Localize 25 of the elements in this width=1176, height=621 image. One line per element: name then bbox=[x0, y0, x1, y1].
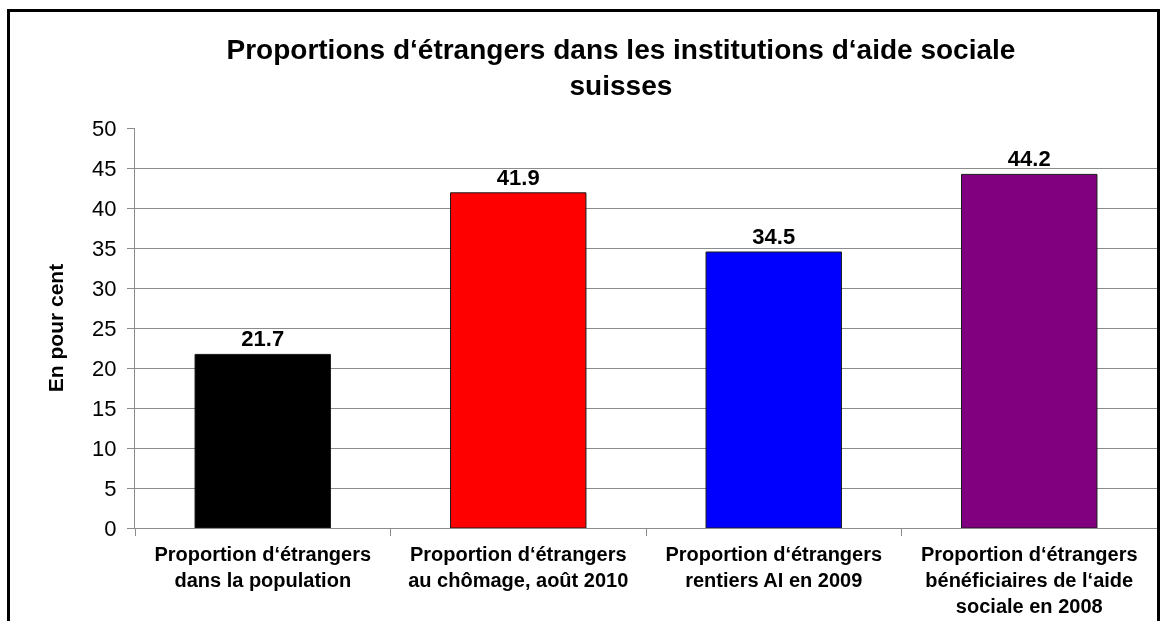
y-tick-label: 15 bbox=[92, 395, 117, 421]
y-tick-label: 45 bbox=[92, 155, 117, 181]
y-tick-label: 30 bbox=[92, 275, 117, 301]
bar bbox=[961, 173, 1098, 528]
x-tick-label: Proportion d‘étrangers au chômage, août 2010 bbox=[408, 543, 629, 591]
y-tick-label: 35 bbox=[92, 235, 117, 261]
bar bbox=[194, 353, 331, 528]
x-tick-label: Proportion d‘étrangers bénéficiaires de l‘aide sociale en 2008 bbox=[920, 543, 1138, 617]
y-tick-label: 50 bbox=[92, 115, 117, 141]
data-label: 21.7 bbox=[241, 326, 285, 352]
bar bbox=[705, 251, 842, 528]
bar bbox=[450, 192, 587, 528]
y-tick-label: 0 bbox=[104, 515, 117, 541]
y-tick-label: 10 bbox=[92, 435, 117, 461]
x-tick-label: Proportion d‘étrangers dans la population bbox=[154, 543, 372, 591]
y-tick-label: 40 bbox=[92, 195, 117, 221]
x-tick-label: Proportion d‘étrangers rentiers AI en 2009 bbox=[665, 543, 883, 591]
y-tick-label: 20 bbox=[92, 355, 117, 381]
data-label: 41.9 bbox=[496, 164, 540, 190]
y-axis-title: En pour cent bbox=[44, 263, 68, 393]
data-label: 44.2 bbox=[1007, 146, 1051, 172]
y-tick-label: 25 bbox=[92, 315, 117, 341]
y-tick-label: 5 bbox=[104, 475, 117, 501]
chart-title: Proportions d‘étrangers dans les institutions d‘aide sociale suisses bbox=[226, 33, 1016, 102]
data-label: 34.5 bbox=[752, 224, 796, 249]
